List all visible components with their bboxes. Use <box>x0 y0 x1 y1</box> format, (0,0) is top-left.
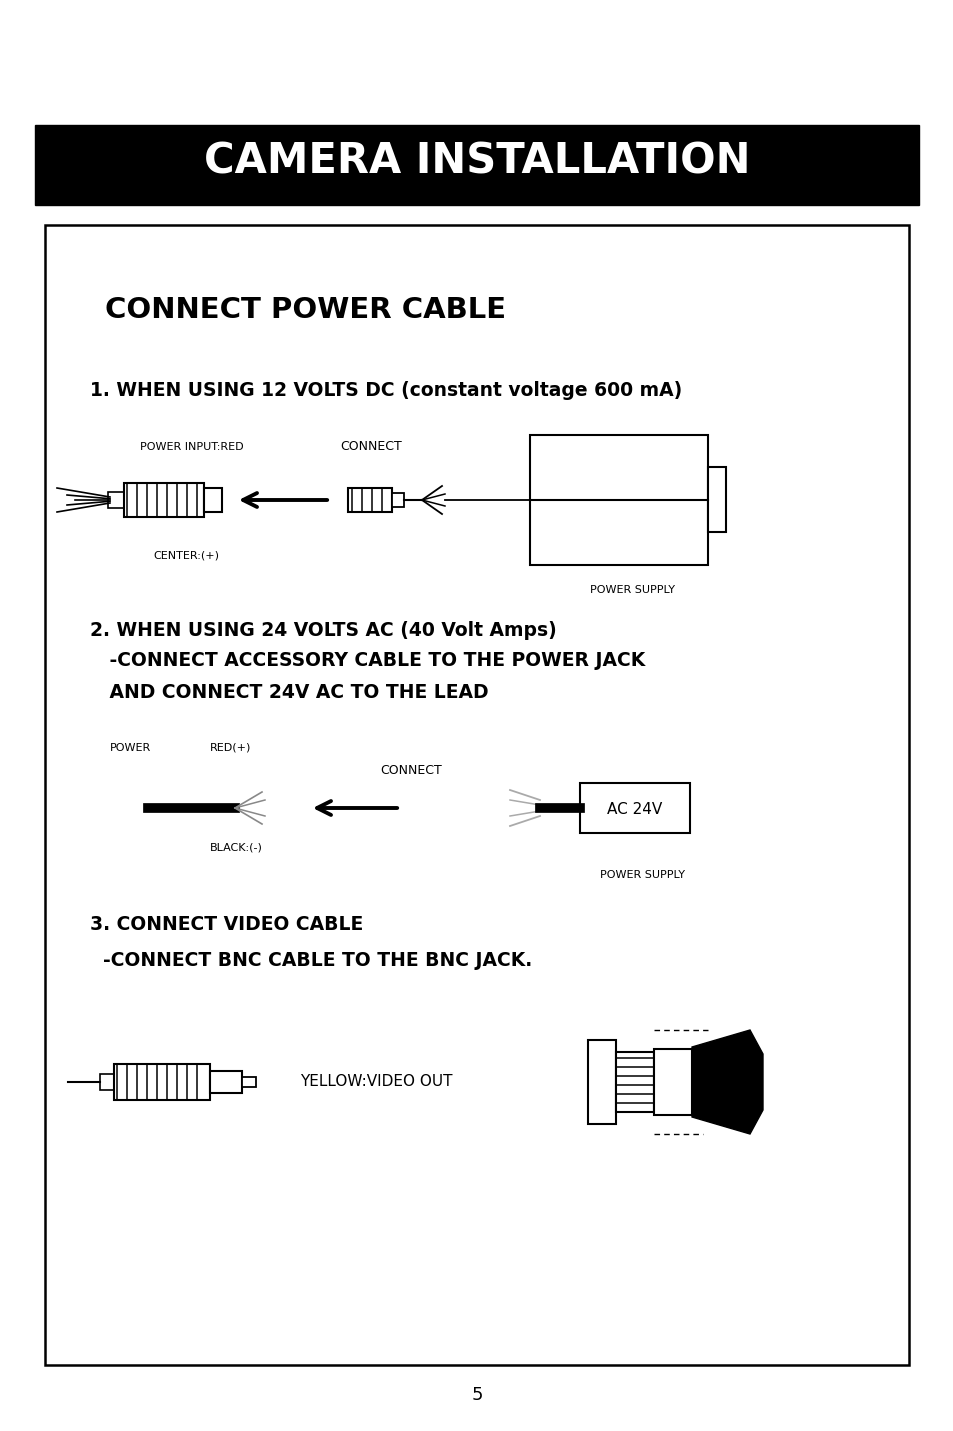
Text: CAMERA INSTALLATION: CAMERA INSTALLATION <box>204 142 749 183</box>
Text: 3. CONNECT VIDEO CABLE: 3. CONNECT VIDEO CABLE <box>90 916 363 934</box>
Bar <box>392 494 403 507</box>
Text: CENTER:(+): CENTER:(+) <box>152 550 219 560</box>
Bar <box>45 225 908 1365</box>
Text: -CONNECT ACCESSORY CABLE TO THE POWER JACK: -CONNECT ACCESSORY CABLE TO THE POWER JA… <box>90 651 644 670</box>
Bar <box>210 1070 242 1093</box>
Text: CONNECT: CONNECT <box>339 441 401 454</box>
Text: YELLOW:VIDEO OUT: YELLOW:VIDEO OUT <box>299 1075 452 1089</box>
Text: 1. WHEN USING 12 VOLTS DC (constant voltage 600 mA): 1. WHEN USING 12 VOLTS DC (constant volt… <box>90 381 681 399</box>
Text: POWER: POWER <box>110 743 152 753</box>
Text: AC 24V: AC 24V <box>607 803 662 817</box>
Bar <box>587 1040 616 1123</box>
Text: CONNECT POWER CABLE: CONNECT POWER CABLE <box>105 296 506 323</box>
Text: AND CONNECT 24V AC TO THE LEAD: AND CONNECT 24V AC TO THE LEAD <box>90 684 488 703</box>
Text: RED(+): RED(+) <box>210 743 251 753</box>
Bar <box>707 467 725 532</box>
Bar <box>654 1049 691 1115</box>
Bar <box>35 124 918 205</box>
Text: POWER SUPPLY: POWER SUPPLY <box>599 870 684 880</box>
Bar <box>100 1075 113 1090</box>
Bar <box>108 492 124 508</box>
Bar <box>204 488 222 512</box>
Text: 5: 5 <box>471 1387 482 1404</box>
Text: BLACK:(-): BLACK:(-) <box>210 843 263 853</box>
Bar <box>348 488 392 512</box>
Text: 2. WHEN USING 24 VOLTS AC (40 Volt Amps): 2. WHEN USING 24 VOLTS AC (40 Volt Amps) <box>90 621 557 640</box>
Bar <box>242 1078 255 1088</box>
Text: POWER INPUT:RED: POWER INPUT:RED <box>140 442 243 452</box>
Polygon shape <box>691 1030 762 1133</box>
Text: CONNECT: CONNECT <box>379 764 441 777</box>
Bar <box>616 1052 654 1112</box>
Bar <box>113 1065 210 1100</box>
Bar <box>124 484 204 517</box>
Bar <box>579 783 689 833</box>
Text: POWER SUPPLY: POWER SUPPLY <box>589 585 675 595</box>
Bar <box>530 435 707 565</box>
Text: -CONNECT BNC CABLE TO THE BNC JACK.: -CONNECT BNC CABLE TO THE BNC JACK. <box>90 950 532 969</box>
